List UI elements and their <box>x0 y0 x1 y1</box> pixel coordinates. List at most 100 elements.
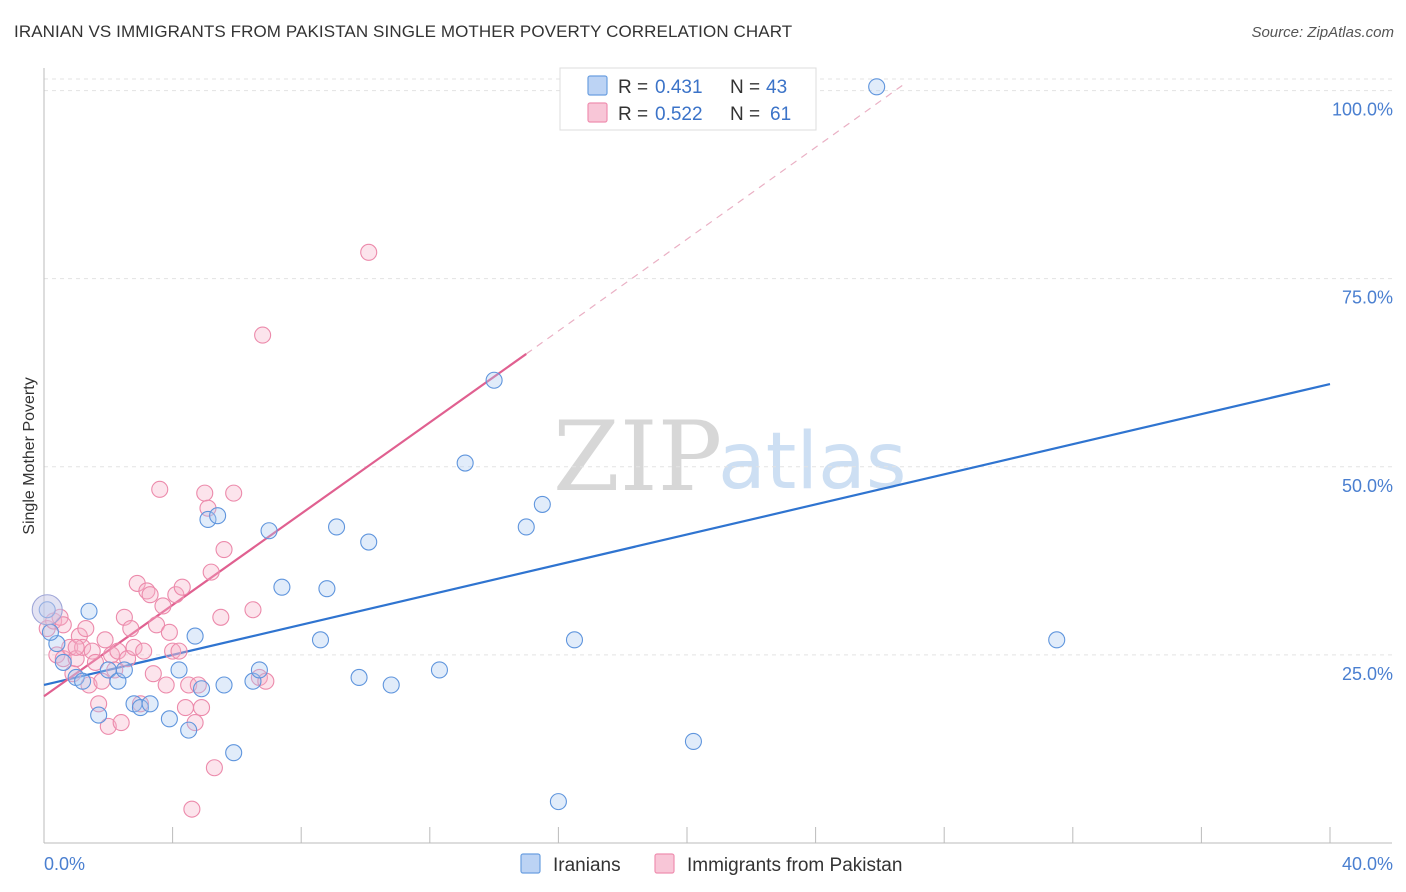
bottom-legend-label-iranians: Iranians <box>553 855 621 876</box>
iranian-point-23 <box>250 661 268 679</box>
iranian-point-13 <box>160 710 178 728</box>
iranian-point-2 <box>54 653 72 671</box>
iranian-point-26 <box>311 631 330 649</box>
legend-n-value-2: 61 <box>770 104 791 125</box>
pakistan-point-59 <box>54 616 72 634</box>
pakistan-point-10 <box>77 620 95 638</box>
pakistan-point-32 <box>147 616 166 634</box>
cluster-point-origin <box>31 594 63 626</box>
pakistan-point-39 <box>170 642 188 660</box>
y-tick-label-75: 75.0% <box>1342 288 1393 308</box>
iranian-point-4 <box>74 672 92 690</box>
watermark-zip: ZIP <box>553 401 722 513</box>
pakistan-point-52 <box>215 541 233 559</box>
pakistan-point-28 <box>135 642 153 660</box>
iranian-point-12 <box>141 695 159 713</box>
pakistan-point-42 <box>180 676 198 694</box>
iranian-point-36 <box>533 495 551 513</box>
bottom-legend-label-pakistan: Immigrants from Pakistan <box>687 855 902 876</box>
legend: R = 0.431 N = 43 R = 0.522 N = 61 <box>559 67 817 131</box>
iranian-point-17 <box>192 680 211 698</box>
pakistan-point-21 <box>112 714 130 732</box>
iranian-point-30 <box>360 533 378 551</box>
iranian-point-20 <box>215 676 233 694</box>
bottom-legend-swatch-pakistan <box>654 853 675 874</box>
grid-lines <box>44 78 1392 656</box>
iranian-point-14 <box>170 661 188 679</box>
y-tick-label-100: 100.0% <box>1332 100 1393 120</box>
pakistan-point-30 <box>141 586 159 604</box>
iranian-point-21 <box>225 744 243 762</box>
iranian-point-38 <box>565 631 584 649</box>
pakistan-point-27 <box>131 695 149 713</box>
iranian-point-9 <box>115 661 133 679</box>
pakistan-point-51 <box>212 608 230 626</box>
pakistan-point-36 <box>160 623 178 641</box>
iranian-point-16 <box>186 627 204 645</box>
iranian-point-27 <box>318 580 336 598</box>
pakistan-point-58 <box>360 243 378 261</box>
legend-r-value-2: 0.522 <box>655 104 703 125</box>
pakistan-point-17 <box>99 717 117 735</box>
trend-line-iranians <box>43 382 1331 687</box>
trend-lines <box>43 82 1331 698</box>
bottom-legend-swatch-iranians <box>520 853 541 874</box>
iranian-point-28 <box>328 518 346 536</box>
y-axis-label: Single Mother Poverty <box>21 377 38 534</box>
pakistan-point-46 <box>192 699 211 717</box>
pakistan-point-19 <box>106 661 124 679</box>
pakistan-point-25 <box>125 638 143 656</box>
legend-r-value-1: 0.431 <box>655 77 703 98</box>
pakistan-point-49 <box>202 563 220 581</box>
pakistan-point-56 <box>254 326 272 344</box>
pakistan-point-37 <box>164 642 182 660</box>
iranian-point-25 <box>273 578 291 596</box>
iranian-point-18 <box>199 510 217 529</box>
legend-n-label-2: N = <box>730 104 760 125</box>
legend-n-label-1: N = <box>730 77 760 98</box>
pakistan-point-9 <box>74 638 92 656</box>
pakistan-point-50 <box>205 759 223 777</box>
iranian-point-37 <box>549 793 567 811</box>
chart-source: Source: ZipAtlas.com <box>1251 24 1394 41</box>
pakistan-point-43 <box>183 800 201 818</box>
pakistan-point-40 <box>173 578 191 596</box>
x-tick-label-max: 40.0% <box>1342 854 1393 874</box>
watermark-atlas: atlas <box>718 417 907 507</box>
bottom-legend: Iranians Immigrants from Pakistan <box>520 853 902 876</box>
legend-n-value-1: 43 <box>766 77 787 98</box>
pakistan-point-54 <box>244 601 262 619</box>
pakistan-point-13 <box>86 653 104 671</box>
pakistan-point-24 <box>122 620 140 638</box>
iranian-point-32 <box>430 661 448 679</box>
pakistan-point-34 <box>154 597 172 615</box>
iranian-point-34 <box>485 371 503 389</box>
x-tick-label-min: 0.0% <box>44 854 85 874</box>
pakistan-point-35 <box>157 676 175 694</box>
iranian-point-19 <box>209 507 227 525</box>
iranian-point-33 <box>456 454 474 472</box>
chart-title: IRANIAN VS IMMIGRANTS FROM PAKISTAN SING… <box>14 22 793 41</box>
iranian-point-11 <box>131 699 149 717</box>
pakistan-point-60 <box>67 638 85 656</box>
iranian-point-29 <box>350 668 368 687</box>
trend-line-pakistan <box>43 353 527 698</box>
pakistan-point-41 <box>176 699 195 717</box>
y-tick-label-25: 25.0% <box>1342 664 1393 684</box>
iranian-point-41 <box>1048 631 1066 649</box>
legend-swatch-pakistan <box>587 102 608 123</box>
iranian-point-31 <box>382 676 400 694</box>
data-points <box>31 78 1066 818</box>
iranian-point-40 <box>868 78 886 96</box>
pakistan-point-31 <box>144 665 162 683</box>
iranian-point-15 <box>180 721 198 739</box>
y-tick-label-50: 50.0% <box>1342 476 1393 496</box>
legend-r-label-2: R = <box>618 104 648 125</box>
tick-labels: 25.0% 50.0% 75.0% 100.0% 0.0% 40.0% <box>44 100 1393 874</box>
iranian-point-24 <box>260 522 278 540</box>
pakistan-point-53 <box>225 484 243 502</box>
legend-swatch-iranians <box>587 75 608 96</box>
legend-r-label-1: R = <box>618 77 648 98</box>
pakistan-point-12 <box>83 642 101 660</box>
